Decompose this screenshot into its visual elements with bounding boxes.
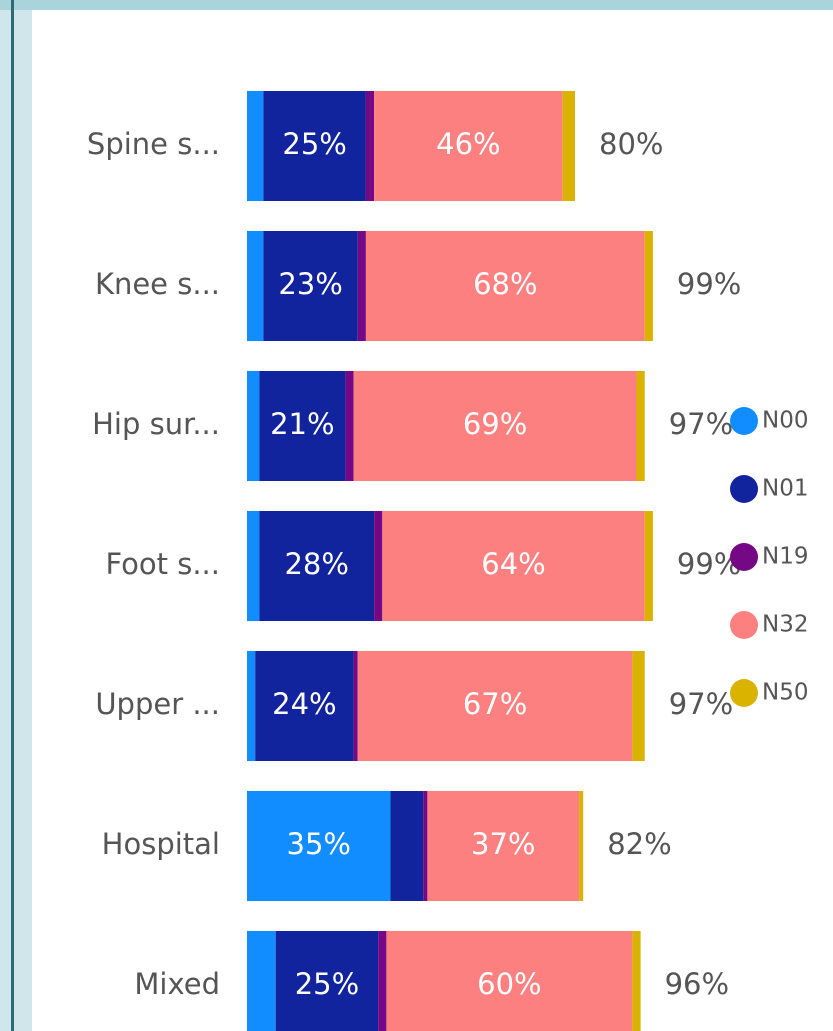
- total-label: 80%: [599, 127, 663, 161]
- y-tick-label: Knee s...: [95, 267, 220, 301]
- bar-segment: [374, 91, 563, 201]
- total-label: 99%: [677, 547, 741, 581]
- bar-segment: [644, 231, 653, 341]
- bar-segment: [636, 371, 645, 481]
- total-label: 99%: [677, 267, 741, 301]
- bar-segment: [353, 371, 637, 481]
- bar-segment: [247, 931, 276, 1031]
- data-label: 68%: [473, 267, 537, 301]
- bar-segment: [357, 651, 633, 761]
- data-label: 24%: [272, 687, 336, 721]
- bar-segment: [374, 511, 383, 621]
- bar-segment: [259, 371, 346, 481]
- legend-label: N01: [762, 476, 808, 502]
- bar-segment: [423, 791, 428, 901]
- data-label: 60%: [477, 967, 541, 1001]
- legend-label: N00: [762, 408, 808, 434]
- legend-label: N32: [762, 612, 808, 638]
- y-tick-label: Spine s...: [87, 127, 220, 161]
- bar-segment: [365, 91, 375, 201]
- top-strip: [0, 0, 833, 10]
- legend-label: N19: [762, 544, 808, 570]
- legend-marker: [730, 679, 758, 707]
- legend-marker: [730, 407, 758, 435]
- data-label: 64%: [481, 547, 545, 581]
- bar-segment: [378, 931, 387, 1031]
- bar-segment: [259, 511, 375, 621]
- data-label: 21%: [270, 407, 334, 441]
- bar-segment: [263, 231, 358, 341]
- bar-segment: [644, 511, 653, 621]
- y-tick-label: Hospital: [102, 827, 220, 861]
- data-label: 28%: [284, 547, 348, 581]
- y-tick-label: Upper ...: [95, 687, 220, 721]
- bar-segment: [357, 231, 366, 341]
- data-label: 25%: [295, 967, 359, 1001]
- bar-segment: [632, 931, 641, 1031]
- data-label: 67%: [463, 687, 527, 721]
- bar-segment: [345, 371, 354, 481]
- y-tick-label: Hip sur...: [92, 407, 220, 441]
- bar-segment: [353, 651, 358, 761]
- bar-segment: [255, 651, 354, 761]
- y-tick-label: Foot s...: [106, 547, 221, 581]
- bar-segment: [247, 371, 260, 481]
- legend-marker: [730, 543, 758, 571]
- legend-marker: [730, 475, 758, 503]
- bar-segment: [390, 791, 424, 901]
- bar-segment: [365, 231, 645, 341]
- total-label: 97%: [669, 687, 733, 721]
- data-label: 23%: [278, 267, 342, 301]
- data-label: 46%: [436, 127, 500, 161]
- y-tick-label: Mixed: [134, 967, 220, 1001]
- bar-segment: [247, 791, 391, 901]
- bar-segment: [247, 651, 256, 761]
- bar-segment: [562, 91, 575, 201]
- bar-segment: [382, 511, 645, 621]
- bar-segment: [247, 91, 264, 201]
- bar-segment: [247, 511, 260, 621]
- data-label: 69%: [463, 407, 527, 441]
- legend-label: N50: [762, 680, 808, 706]
- bar-segment: [386, 931, 633, 1031]
- data-label: 25%: [282, 127, 346, 161]
- total-label: 96%: [665, 967, 729, 1001]
- total-label: 97%: [669, 407, 733, 441]
- data-label: 37%: [471, 827, 535, 861]
- bar-segment: [247, 231, 264, 341]
- bar-segment: [263, 91, 366, 201]
- legend-marker: [730, 611, 758, 639]
- data-label: 35%: [287, 827, 351, 861]
- bar-segment: [427, 791, 580, 901]
- bar-segment: [632, 651, 645, 761]
- total-label: 82%: [607, 827, 671, 861]
- bar-segment: [275, 931, 379, 1031]
- bar-segment: [579, 791, 584, 901]
- left-border: [11, 0, 14, 1031]
